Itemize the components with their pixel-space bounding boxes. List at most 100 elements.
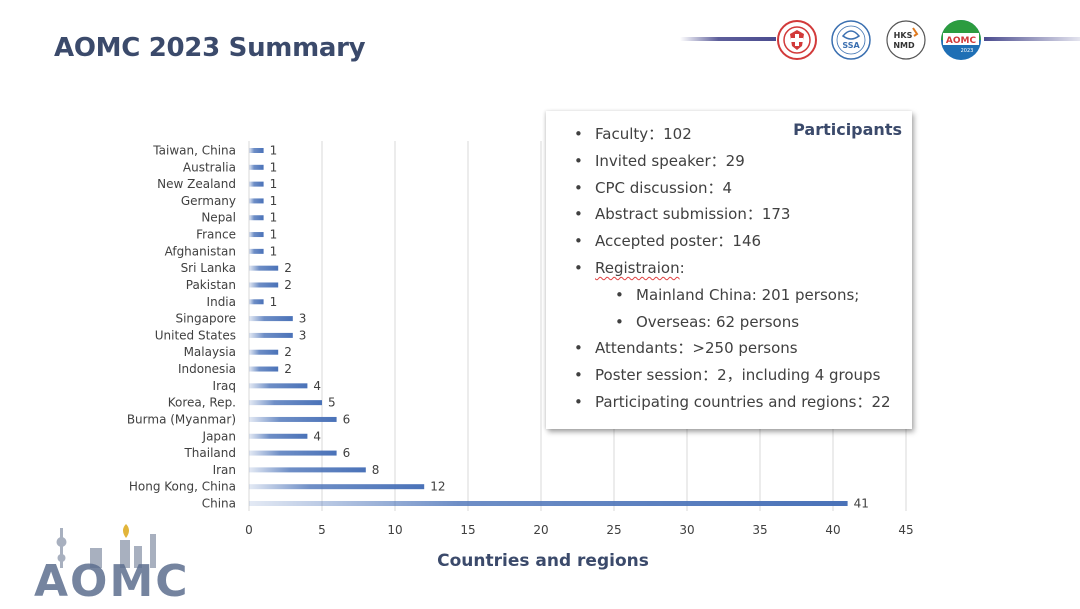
value-label: 4 [313, 429, 321, 443]
category-label: New Zealand [157, 177, 236, 191]
bullet-icon: • [574, 258, 583, 277]
bar [249, 366, 279, 372]
bar [249, 232, 264, 238]
value-label: 2 [284, 345, 292, 359]
bullet-icon: • [574, 392, 583, 411]
participants-item: • Poster session：2，including 4 groups [546, 362, 912, 389]
category-label: Indonesia [178, 362, 236, 376]
value-label: 1 [270, 244, 278, 258]
bullet-icon: • [574, 125, 583, 143]
participants-item-text: Participating countries and regions：22 [595, 392, 891, 411]
x-tick-label: 5 [318, 523, 326, 537]
bullet-icon: • [574, 366, 583, 385]
x-axis-label: Countries and regions [437, 551, 649, 571]
participants-item: • Participating countries and regions：22 [546, 389, 912, 416]
bullet-icon: • [574, 205, 583, 224]
participants-box: Participants • Faculty：102 • Invited speake… [546, 111, 912, 429]
participants-item: • Invited speaker：29 [546, 148, 912, 175]
participants-item-text: Mainland China: 201 persons; [636, 285, 860, 304]
participants-item: • Registraion: [546, 255, 912, 282]
x-tick-label: 40 [825, 523, 840, 537]
page-title: AOMC 2023 Summary [54, 33, 366, 63]
participants-item: • Overseas: 62 persons [546, 309, 912, 336]
category-label: Burma (Myanmar) [127, 412, 236, 426]
category-label: Pakistan [186, 278, 236, 292]
x-tick-label: 35 [752, 523, 767, 537]
participants-item: • Accepted poster：146 [546, 228, 912, 255]
category-label: Sri Lanka [181, 261, 236, 275]
participants-item-text: CPC discussion：4 [595, 178, 733, 197]
value-label: 2 [284, 278, 292, 292]
value-label: 5 [328, 396, 336, 410]
value-label: 1 [270, 295, 278, 309]
value-label: 12 [430, 480, 445, 494]
category-label: Taiwan, China [152, 144, 236, 158]
value-label: 1 [270, 177, 278, 191]
participants-item-text: Poster session：2，including 4 groups [595, 366, 881, 385]
category-label: China [202, 497, 236, 511]
bar [249, 282, 279, 288]
bar [249, 265, 279, 271]
hks-nmd-emblem-icon: HKS NMD [886, 20, 926, 60]
bar [249, 416, 337, 422]
bar [249, 450, 337, 456]
bar [249, 164, 264, 170]
participants-title: Participants [793, 120, 902, 139]
x-tick-label: 10 [387, 523, 402, 537]
bar [249, 181, 264, 187]
value-label: 2 [284, 362, 292, 376]
x-tick-label: 30 [679, 523, 694, 537]
bar [249, 148, 264, 153]
participants-item-text: Attendants：>250 persons [595, 339, 798, 358]
bar [249, 501, 848, 506]
bar [249, 198, 264, 204]
svg-text:NMD: NMD [893, 41, 915, 50]
value-label: 2 [284, 261, 292, 275]
svg-text:HKS: HKS [894, 31, 913, 40]
bullet-icon: • [574, 178, 583, 197]
category-label: India [207, 295, 236, 309]
value-label: 41 [854, 497, 869, 511]
bar [249, 248, 264, 254]
category-label: Nepal [201, 211, 236, 225]
participants-item: • CPC discussion：4 [546, 175, 912, 202]
aomc-circle-logo-icon: AOMC 2023 [941, 20, 981, 60]
value-label: 3 [299, 328, 307, 342]
value-label: 1 [270, 160, 278, 174]
participants-item: • Mainland China: 201 persons; [546, 282, 912, 309]
value-label: 4 [313, 379, 321, 393]
svg-text:AOMC: AOMC [946, 36, 977, 46]
chart-x-tick-labels: 0 5 10 15 20 25 30 35 40 45 [245, 523, 913, 537]
x-tick-label: 20 [533, 523, 548, 537]
bar [249, 316, 293, 322]
category-label: France [196, 228, 236, 242]
bar [249, 332, 293, 338]
category-label: Afghanistan [165, 244, 236, 258]
bar [249, 433, 308, 439]
bar [249, 484, 425, 490]
category-label: Thailand [183, 446, 236, 460]
red-medical-emblem-icon [777, 20, 817, 60]
value-label: 6 [343, 446, 351, 460]
participants-item-text: Invited speaker：29 [595, 151, 745, 170]
participants-list: • Faculty：102 • Invited speaker：29 • CPC disc… [546, 121, 912, 416]
x-tick-label: 45 [898, 523, 913, 537]
participants-item-text: Overseas: 62 persons [636, 312, 800, 331]
participants-item: • Faculty：102 [546, 121, 912, 148]
participants-item-text: Accepted poster：146 [595, 232, 762, 251]
value-label: 3 [299, 312, 307, 326]
participants-item-text: Abstract submission：173 [595, 205, 791, 224]
bar [249, 215, 264, 221]
spellcheck-underline: Registraion [595, 258, 680, 277]
chart-category-labels: Taiwan, China Australia New Zealand Germany… [127, 144, 236, 511]
bar [249, 400, 322, 406]
value-label: 1 [270, 228, 278, 242]
svg-text:SSA: SSA [842, 41, 860, 50]
value-label: 1 [270, 194, 278, 208]
category-label: Hong Kong, China [129, 480, 236, 494]
category-label: Japan [202, 429, 236, 443]
logo-line-left [680, 37, 776, 41]
bar [249, 349, 279, 355]
